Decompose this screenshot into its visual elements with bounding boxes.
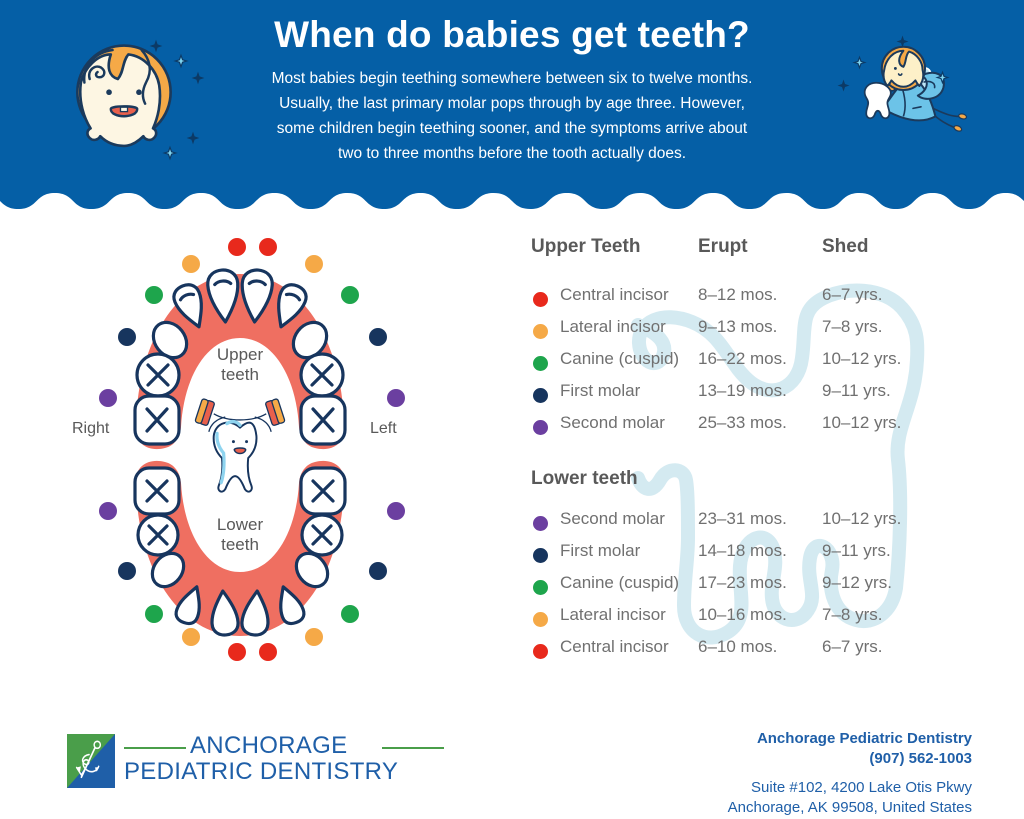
svg-text:teeth: teeth [221, 365, 259, 384]
svg-text:Right: Right [72, 420, 110, 437]
svg-text:Upper: Upper [217, 345, 264, 364]
svg-text:Left: Left [370, 420, 397, 437]
svg-text:Lower: Lower [217, 515, 264, 534]
svg-text:teeth: teeth [221, 535, 259, 554]
